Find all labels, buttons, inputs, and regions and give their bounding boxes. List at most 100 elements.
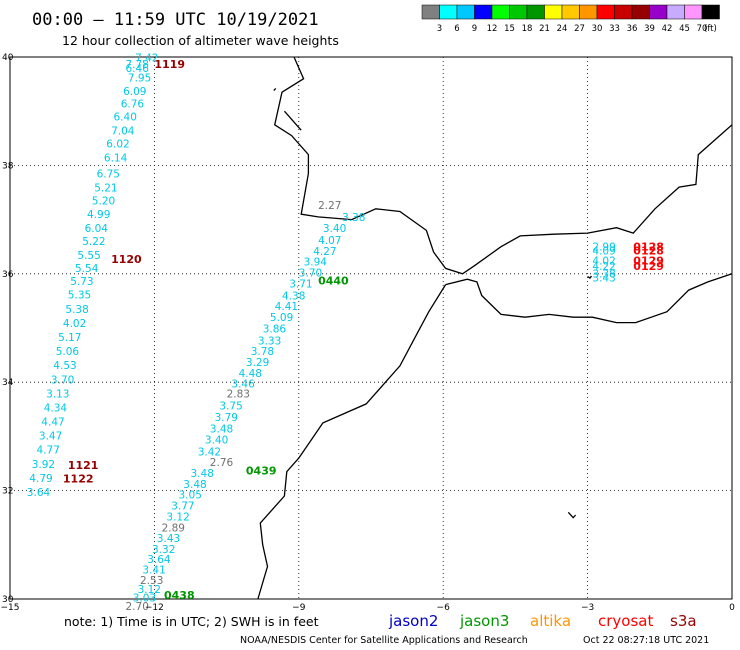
track-time-label: 1120 [111,253,142,266]
wave-height-label: 6.02 [106,139,129,151]
lat-tick-label: 32 [2,487,13,497]
coastline [283,110,302,131]
lat-tick-label: 34 [2,378,14,388]
wave-height-label: 2.76 [210,457,234,469]
wave-height-label: 2.99 [592,242,615,254]
track-time-label: 0128 [633,241,664,254]
latitude-tick-labels: 40 38 36 34 32 30 [2,53,14,605]
wave-observations: 7.427.786.467.95 6.096.766.40 7.046.02 6.14… [27,52,616,613]
wave-height-label: 3.47 [39,431,62,443]
wave-height-label: 3.43 [157,533,180,545]
wave-height-label: 5.38 [65,304,88,316]
wave-height-label: 3.03 [133,593,156,605]
scale-swatch [614,4,633,20]
wave-height-label: 2.83 [227,388,250,400]
wave-height-label: 3.38 [342,212,365,224]
wave-height-label: 3.32 [152,544,175,556]
wave-height-label: 7.95 [128,72,151,84]
scale-label: 15 [504,24,515,34]
wave-height-label: 4.53 [53,360,76,372]
wave-height-label: 4.27 [313,246,336,258]
wave-height-label: 4.09 [592,245,615,257]
track-time-label: 0128 [633,244,664,257]
track-time-label: 1119 [154,58,185,71]
wave-height-label: 6.04 [85,223,109,235]
scale-label: 42 [662,24,673,34]
scale-swatch [631,4,650,20]
legend-note: note: 1) Time is in UTC; 2) SWH is in fe… [64,614,319,629]
wave-height-label: 3.71 [289,278,312,290]
wave-height-label: 7.42 [135,52,158,64]
satellite-legend-cryosat: cryosat [598,612,653,630]
scale-swatch [474,4,493,20]
scale-swatch [526,4,545,20]
scale-label: 39 [644,24,655,34]
wave-height-label: 3.40 [205,434,228,446]
wave-height-label: 2.70 [126,601,149,613]
wave-height-label: 6.14 [104,153,128,165]
wave-height-label: 3.64 [27,487,51,499]
wave-height-label: 4.38 [282,290,305,302]
wave-height-label: 3.75 [219,400,242,412]
track-time-label: 0129 [633,255,664,268]
wave-height-label: 3.86 [263,323,287,335]
scale-label: 33 [609,24,620,34]
scale-swatch [509,4,528,20]
wave-height-label: 4.02 [592,256,615,268]
wave-height-label: 4.34 [44,403,68,415]
coastline [273,56,733,275]
wave-height-label: 3.70 [51,374,74,386]
wave-height-label: 3.42 [198,446,221,458]
wave-height-label: 3.38 [592,269,615,281]
wave-height-label: 6.76 [121,98,145,110]
satellite-legend: jason2 jason3 altika cryosat s3a [388,612,697,630]
wave-height-label: 5.09 [270,312,293,324]
track-time-label: 0438 [164,589,195,602]
wave-height-label: 6.75 [97,168,120,180]
track-time-label: 0439 [246,464,277,477]
wave-height-label: 3.33 [258,335,281,347]
scale-swatch [456,4,475,20]
scale-label: 21 [539,24,550,34]
scale-label: 70 [697,24,708,34]
lat-tick-label: 40 [2,53,14,63]
wave-height-label: 3.94 [304,257,328,269]
scale-swatch [421,4,440,20]
wave-height-label: 3.78 [251,346,274,358]
credit-org: NOAA/NESDIS Center for Satellite Applica… [240,635,528,646]
wave-height-label: 4.02 [63,318,86,330]
wave-height-label: 2.53 [140,575,163,587]
scale-label: 45 [679,24,690,34]
wave-height-label: 5.06 [56,346,80,358]
credit-timestamp: Oct 22 08:27:18 UTC 2021 [583,635,709,646]
coastline [257,284,447,600]
lat-tick-label: 36 [2,270,14,280]
lon-tick-label: −15 [1,603,20,613]
wave-height-label: 3.12 [138,584,161,596]
satellite-legend-jason3: jason3 [459,612,509,630]
wave-height-label: 3.05 [179,490,202,502]
wave-height-label: 3.92 [32,459,55,471]
track-time-label: 0129 [633,260,664,273]
wave-height-label: 3.48 [183,479,206,491]
scale-swatch [561,4,580,20]
satellite-legend-s3a: s3a [670,612,697,630]
scale-swatch [491,4,510,20]
wave-height-label: 7.78 [126,59,149,71]
track-time-label: 1122 [63,473,94,486]
lon-tick-label: 0 [729,603,735,613]
island-outline [567,511,577,519]
scale-label: 9 [472,24,477,34]
wave-height-label: 5.22 [82,236,105,248]
wave-height-label: 4.77 [37,445,60,457]
wave-height-label: 6.40 [114,111,137,123]
wave-height-label: 3.13 [46,388,69,400]
lon-tick-label: −12 [145,603,164,613]
wave-height-label: 5.55 [77,250,100,262]
wave-height-label: 3.79 [215,412,238,424]
scale-swatch [701,4,720,20]
wave-height-label: 3.46 [231,379,255,391]
lat-tick-label: 30 [2,595,14,605]
wave-height-label: 3.64 [147,554,171,566]
